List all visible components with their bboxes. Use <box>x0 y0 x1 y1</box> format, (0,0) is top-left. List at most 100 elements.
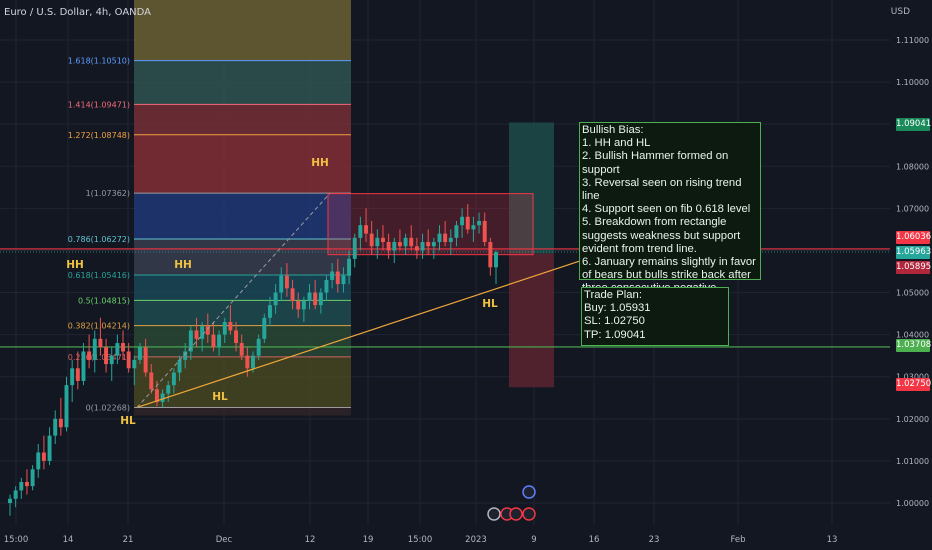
event-marker-icon <box>522 485 536 499</box>
candle-body <box>403 237 408 247</box>
candle-body <box>324 279 329 293</box>
candle-body <box>222 322 227 335</box>
candle-body <box>369 233 374 247</box>
bias-line: 4. Support seen on fib 0.618 level <box>582 203 751 216</box>
candle-body <box>92 338 97 360</box>
candle-body <box>126 351 131 369</box>
x-tick-label: 15:00 <box>408 535 433 545</box>
price-tag-resistance: 1.06036 <box>896 231 932 244</box>
candle-body <box>8 498 12 503</box>
candle-body <box>251 355 255 369</box>
fib-band <box>134 239 351 276</box>
x-tick-label: 21 <box>123 535 134 545</box>
fib-band <box>134 275 351 301</box>
fib-label: 1(1.07362) <box>86 189 130 198</box>
x-tick-label: Dec <box>216 535 233 545</box>
rising-trend-line <box>136 260 581 409</box>
candle-body <box>330 271 335 280</box>
range-rectangle <box>327 193 534 256</box>
candle-body <box>200 326 205 339</box>
candle-body <box>460 216 465 226</box>
candle-body <box>154 389 159 402</box>
candle-body <box>307 292 312 301</box>
candle-body <box>177 359 182 373</box>
pattern-label: HH <box>66 259 84 271</box>
candle-body <box>132 359 137 369</box>
fib-label: 0.236(1.03471) <box>68 353 130 362</box>
pattern-label: HL <box>212 391 228 403</box>
fib-label: 0.382(1.04214) <box>68 322 130 331</box>
price-tag-sl: 1.02750 <box>896 378 932 391</box>
candle-body <box>352 237 357 259</box>
candle-body <box>36 452 41 470</box>
candle-body <box>409 237 414 247</box>
candle-body <box>87 351 92 360</box>
candle-body <box>205 326 210 335</box>
candle-body <box>137 347 142 360</box>
bullish-bias-note[interactable]: Bullish Bias: 1. HH and HL 2. Bullish Ha… <box>579 122 761 308</box>
candle-body <box>364 225 369 234</box>
candle-body <box>245 355 250 369</box>
y-tick-label: 1.04000 <box>896 331 929 340</box>
candle-body <box>70 368 75 386</box>
candle-body <box>375 237 380 247</box>
candle-body <box>98 338 103 348</box>
candle-body <box>347 258 352 276</box>
candle-body <box>296 300 301 310</box>
fib-band <box>134 134 351 194</box>
y-tick-label: 1.11000 <box>896 36 929 45</box>
candle-body <box>166 385 171 394</box>
candle-body <box>19 481 24 491</box>
x-tick-label: 9 <box>531 535 536 545</box>
fib-label: 0.618(1.05416) <box>68 271 130 280</box>
candle-body <box>239 343 244 356</box>
candle-body <box>109 355 114 365</box>
fib-band <box>134 60 351 105</box>
y-tick-label: 1.02000 <box>896 415 929 424</box>
pattern-label: HL <box>120 415 136 427</box>
candle-body <box>183 351 188 360</box>
y-tick-label: 1.10000 <box>896 78 929 87</box>
candle-body <box>149 372 154 390</box>
fib-band <box>134 356 351 408</box>
candle-body <box>75 368 80 381</box>
fib-band <box>134 0 351 61</box>
candle-body <box>81 351 86 381</box>
fib-band <box>134 407 351 416</box>
plan-line: TP: 1.09041 <box>584 328 646 341</box>
fib-label: 1.272(1.08748) <box>68 131 130 140</box>
y-tick-label: 1.03000 <box>896 373 929 382</box>
candle-body <box>188 330 193 352</box>
candle-body <box>301 300 306 310</box>
candle-body <box>143 347 148 373</box>
candle-body <box>386 242 391 251</box>
candle-body <box>488 242 493 268</box>
plan-line: SL: 1.02750 <box>584 315 645 328</box>
x-tick-label: Feb <box>730 535 745 545</box>
candle-body <box>256 338 261 356</box>
fib-label: 0.786(1.06272) <box>68 235 130 244</box>
candle-body <box>290 288 295 301</box>
take-profit-zone <box>509 122 554 254</box>
price-tag-support: 1.03708 <box>896 339 932 352</box>
event-marker-icon <box>509 507 523 521</box>
candle-body <box>380 237 385 243</box>
candle-body <box>160 393 165 402</box>
candle-body <box>53 418 58 436</box>
price-tag-tp: 1.09041 <box>896 118 932 131</box>
candle-body <box>262 317 267 339</box>
fib-label: 0(1.02268) <box>86 404 130 413</box>
candle-body <box>30 469 35 487</box>
event-marker-icon <box>522 507 536 521</box>
x-tick-label: 14 <box>63 535 74 545</box>
candle-body <box>267 305 272 318</box>
candle-body <box>318 292 323 306</box>
price-tag-low: 1.05895 <box>896 261 932 274</box>
event-marker-icon <box>487 507 501 521</box>
candle-body <box>211 334 216 348</box>
fib-label: 0.5(1.04815) <box>78 296 130 305</box>
fib-label: 1.618(1.10510) <box>68 57 130 66</box>
candle-body <box>13 490 18 499</box>
trade-plan-note[interactable]: Trade Plan: Buy: 1.05931 SL: 1.02750 TP:… <box>581 287 729 346</box>
